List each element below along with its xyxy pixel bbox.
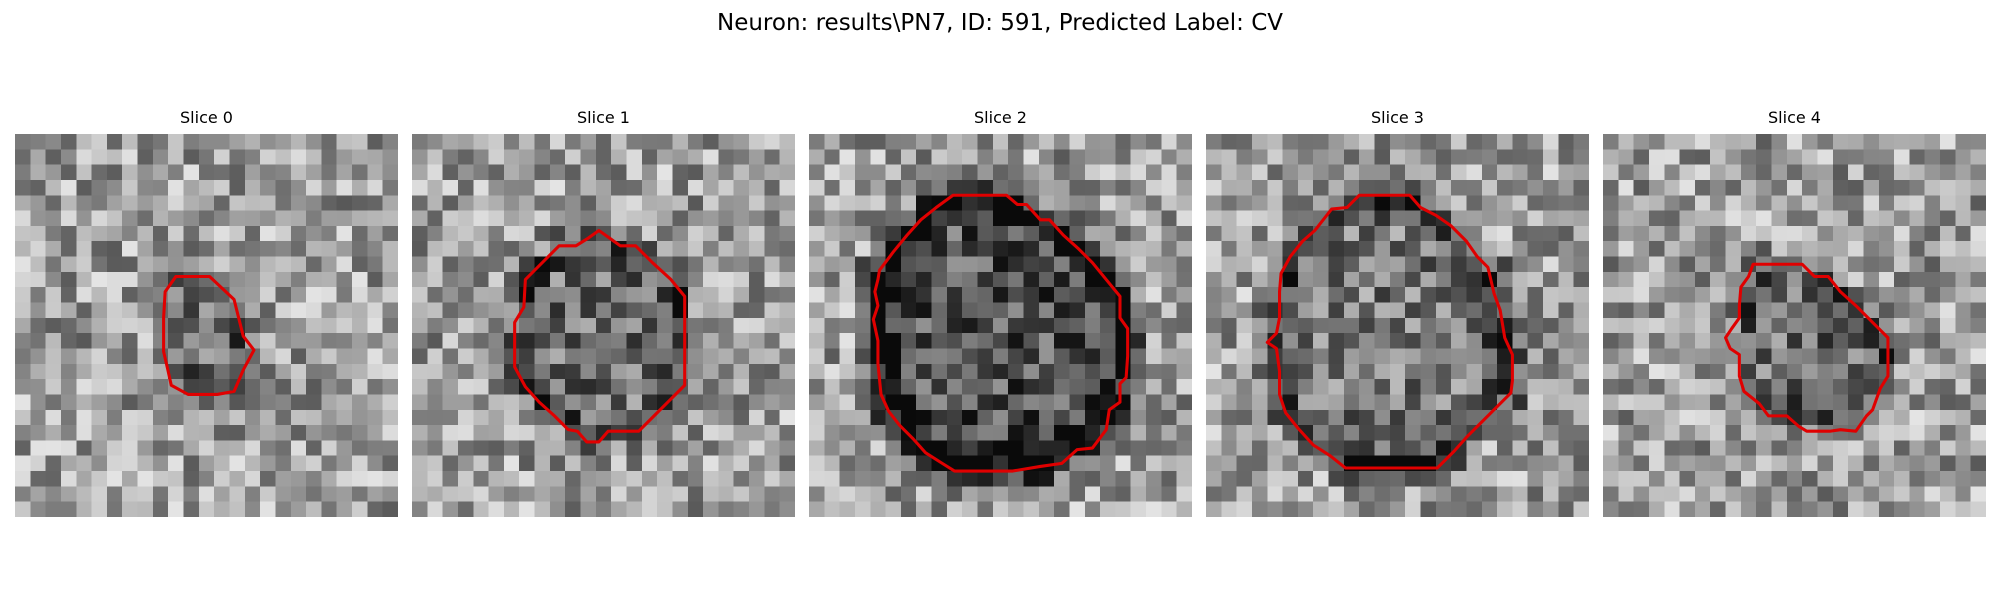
slice-3-svg [1206, 134, 1589, 517]
slice-2-svg [809, 134, 1192, 517]
slice-0-contour [162, 274, 256, 396]
slice-3-pixels [1206, 134, 1589, 517]
slice-2-contour [871, 193, 1130, 473]
slice-4-title: Slice 4 [1768, 108, 1821, 127]
slice-4-contour [1724, 262, 1890, 433]
slice-3-title: Slice 3 [1371, 108, 1424, 127]
slice-0-svg [15, 134, 398, 517]
slice-4-pixels [1603, 134, 1986, 517]
slice-3-contour [1265, 193, 1514, 470]
figure-title: Neuron: results\PN7, ID: 591, Predicted … [717, 10, 1283, 36]
slice-1-title: Slice 1 [577, 108, 630, 127]
slice-0-pixels [15, 134, 398, 517]
slice-2-title: Slice 2 [974, 108, 1027, 127]
slice-0-image [15, 134, 398, 517]
slice-4-image [1603, 134, 1986, 517]
slice-1-image [412, 134, 795, 517]
slice-2-image [809, 134, 1192, 517]
slice-1-pixels [412, 134, 795, 517]
slice-4-svg [1603, 134, 1986, 517]
slice-3-image [1206, 134, 1589, 517]
slice-2-pixels [809, 134, 1192, 517]
slice-0-title: Slice 0 [180, 108, 233, 127]
slice-1-svg [412, 134, 795, 517]
slice-1-contour [513, 228, 687, 444]
